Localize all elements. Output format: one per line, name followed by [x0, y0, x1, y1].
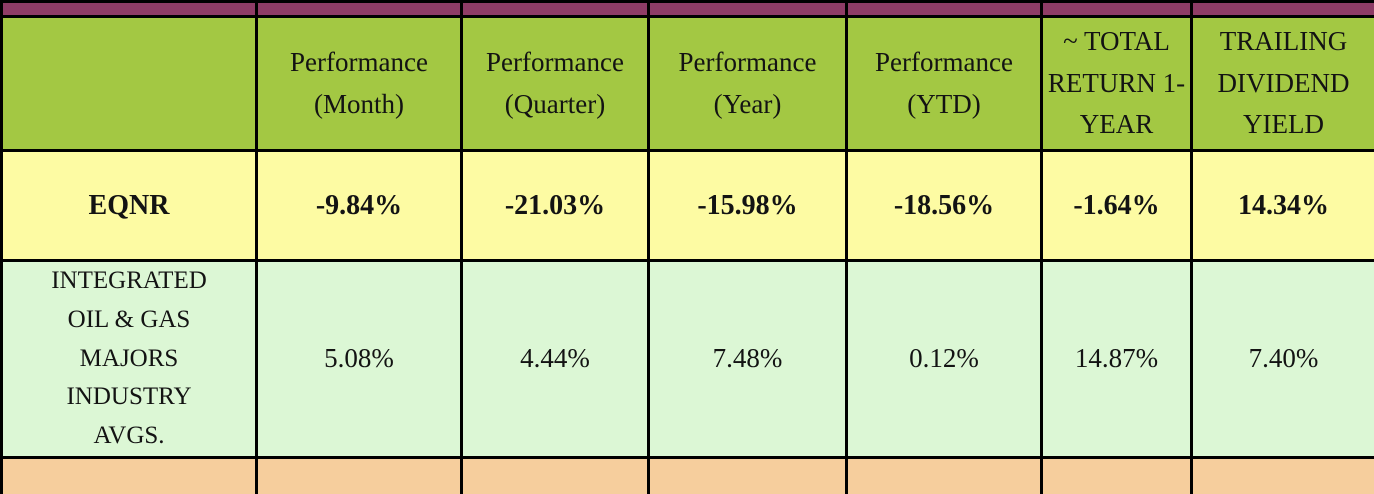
value-cell-eqnr-5: 14.34%	[1190, 149, 1374, 262]
table-row-industry-avgs: INTEGRATED OIL & GAS MAJORS INDUSTRY AVG…	[0, 259, 1374, 459]
row-label-eqnr: EQNR	[0, 149, 258, 262]
row-label-industry-avgs: INTEGRATED OIL & GAS MAJORS INDUSTRY AVG…	[0, 259, 258, 459]
table-row-eqnr: EQNR -9.84% -21.03% -15.98% -18.56% -1.64% 14.…	[0, 149, 1374, 262]
row-label-spy: SPY	[0, 455, 258, 494]
value-cell-spy-4: 22.89%	[1040, 455, 1193, 494]
value-cell-spy-3: 5.54%	[845, 455, 1043, 494]
column-header: Performance (YTD)	[845, 15, 1043, 152]
header-row: Performance (Month) Performance (Quarter)…	[0, 15, 1374, 152]
column-header: ~ TOTAL RETURN 1-YEAR	[1040, 15, 1193, 152]
corner-header-cell	[0, 15, 258, 152]
value-cell-spy-5: 1.32%	[1190, 455, 1374, 494]
value-cell-spy-1: 11.79%	[460, 455, 650, 494]
table-row-spy: SPY6.21%11.79%21.57%5.54%22.89%1.32%	[0, 455, 1374, 494]
top-bar-segment	[460, 0, 650, 18]
column-header: Performance (Quarter)	[460, 15, 650, 152]
column-header: TRAILING DIVIDEND YIELD	[1190, 15, 1374, 152]
value-cell-industry-avgs-0: 5.08%	[255, 259, 463, 459]
top-bar-segment	[647, 0, 848, 18]
top-bar-segment	[1190, 0, 1374, 18]
column-header: Performance (Year)	[647, 15, 848, 152]
value-cell-industry-avgs-2: 7.48%	[647, 259, 848, 459]
value-cell-eqnr-2: -15.98%	[647, 149, 848, 262]
top-bar-segment	[1040, 0, 1193, 18]
value-cell-eqnr-1: -21.03%	[460, 149, 650, 262]
value-cell-eqnr-0: -9.84%	[255, 149, 463, 262]
value-cell-eqnr-3: -18.56%	[845, 149, 1043, 262]
value-cell-industry-avgs-4: 14.87%	[1040, 259, 1193, 459]
top-bar-segment	[0, 0, 258, 18]
value-cell-industry-avgs-1: 4.44%	[460, 259, 650, 459]
value-cell-spy-0: 6.21%	[255, 455, 463, 494]
column-header: Performance (Month)	[255, 15, 463, 152]
value-cell-industry-avgs-3: 0.12%	[845, 259, 1043, 459]
value-cell-eqnr-4: -1.64%	[1040, 149, 1193, 262]
value-cell-industry-avgs-5: 7.40%	[1190, 259, 1374, 459]
top-bar-segment	[845, 0, 1043, 18]
top-bar-row	[0, 0, 1374, 18]
top-bar-segment	[255, 0, 463, 18]
value-cell-spy-2: 21.57%	[647, 455, 848, 494]
